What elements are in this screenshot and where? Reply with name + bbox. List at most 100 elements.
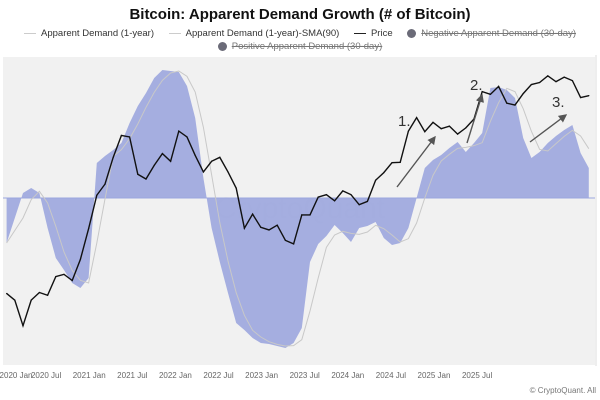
legend-label: Negative Apparent Demand (30-day) <box>421 28 576 39</box>
price-point <box>170 160 172 162</box>
sma-line <box>6 70 590 347</box>
x-tick-label: 2022 Jul <box>203 371 233 380</box>
price-point <box>153 164 155 166</box>
price-point <box>489 93 491 95</box>
price-point <box>71 279 73 282</box>
annotation-label: 3. <box>552 94 565 111</box>
price-point <box>178 130 180 132</box>
price-point <box>284 239 286 241</box>
price-point <box>366 200 368 203</box>
price-point <box>317 196 319 198</box>
price-point <box>161 152 163 155</box>
price-point <box>88 228 90 230</box>
legend-item-positive[interactable]: Positive Apparent Demand (30-day) <box>217 40 382 53</box>
annotation-arrow <box>396 135 436 188</box>
price-point <box>522 92 524 95</box>
x-tick-label: 2020 Jul <box>31 371 61 380</box>
price-line <box>6 74 589 328</box>
price-point <box>129 136 131 138</box>
price-point <box>580 96 582 99</box>
price-point <box>334 200 336 202</box>
price-point <box>358 204 360 206</box>
price-point <box>243 227 245 229</box>
price-point <box>186 136 188 138</box>
demand-area <box>6 70 589 348</box>
price-point <box>563 76 565 78</box>
x-tick-label: 2023 Jul <box>290 371 320 380</box>
annotation-arrow <box>529 114 568 143</box>
x-tick-label: 2022 Jan <box>159 371 192 380</box>
legend-dot-icon <box>217 42 227 51</box>
legend-label: Price <box>370 28 393 39</box>
price-point <box>38 291 41 294</box>
price-point <box>112 156 114 158</box>
price-point <box>416 117 418 119</box>
price-point <box>514 104 516 106</box>
price-point <box>14 299 16 301</box>
legend-line-icon <box>168 32 181 34</box>
price-point <box>22 325 24 327</box>
x-tick-label: 2025 Jul <box>462 371 492 380</box>
price-point <box>530 83 533 86</box>
price-point <box>571 80 574 82</box>
x-tick-label: 2024 Jan <box>331 371 364 380</box>
price-point <box>276 224 278 226</box>
x-tick-label: 2020 Jan <box>0 371 32 380</box>
chart-title: Bitcoin: Apparent Demand Growth (# of Bi… <box>129 6 471 23</box>
legend-item-demand[interactable]: Apparent Demand (1-year) <box>24 27 154 40</box>
price-point <box>424 131 426 133</box>
price-point <box>96 194 98 196</box>
price-point <box>104 183 106 185</box>
price-point <box>391 162 393 164</box>
legend-label: Apparent Demand (1-year) <box>41 28 155 39</box>
price-point <box>440 128 442 130</box>
price-point <box>235 187 237 189</box>
price-point <box>309 214 311 216</box>
price-point <box>448 125 450 127</box>
price-point <box>63 273 65 275</box>
x-tick-label: 2021 Jul <box>117 371 147 380</box>
legend-dot-icon <box>407 28 417 38</box>
price-point <box>506 102 508 104</box>
legend-line-icon <box>353 32 366 34</box>
price-point <box>465 127 467 129</box>
legend-item-negative[interactable]: Negative Apparent Demand (30-day) <box>407 27 576 40</box>
price-point <box>555 81 557 83</box>
price-point <box>252 213 254 215</box>
price-point <box>539 81 541 84</box>
price-point <box>457 133 459 135</box>
x-tick-label: 2023 Jan <box>245 371 278 380</box>
price-point <box>55 276 57 278</box>
price-point <box>588 95 590 97</box>
price-point <box>194 154 196 157</box>
legend-item-price[interactable]: Price <box>353 27 393 40</box>
legend-label: Apparent Demand (1-year)-SMA(90) <box>185 28 340 39</box>
price-point <box>202 171 204 173</box>
price-point <box>145 178 147 180</box>
copyright-footer: © CryptoQuant. All <box>529 386 596 395</box>
legend: Apparent Demand (1-year) Apparent Demand… <box>0 27 600 53</box>
price-point <box>260 226 262 228</box>
price-point <box>383 172 385 174</box>
price-point <box>399 161 401 163</box>
price-point <box>325 194 327 196</box>
price-point <box>293 243 295 245</box>
price-point <box>30 299 32 301</box>
price-point <box>47 294 49 296</box>
x-tick-label: 2024 Jul <box>376 371 406 380</box>
price-point <box>547 75 549 77</box>
legend-item-sma[interactable]: Apparent Demand (1-year)-SMA(90) <box>168 27 340 40</box>
annotation-label: 1. <box>398 113 411 130</box>
price-point <box>227 171 229 173</box>
price-point <box>350 194 352 196</box>
price-point <box>498 85 500 87</box>
x-tick-label: 2025 Jan <box>418 371 451 380</box>
price-point <box>268 229 270 231</box>
price-point <box>137 173 139 175</box>
price-point <box>219 156 221 158</box>
legend-line-icon <box>24 32 37 34</box>
price-point <box>375 179 377 181</box>
annotation-label: 2. <box>470 77 483 94</box>
price-point <box>481 91 483 93</box>
price-point <box>407 130 409 132</box>
